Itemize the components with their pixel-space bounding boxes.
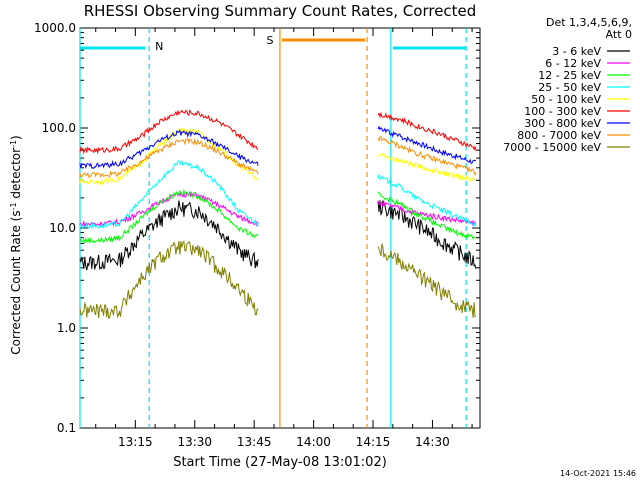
y-axis-label-end: ): [9, 135, 23, 140]
legend-label-7: 800 - 7000 keV: [517, 129, 601, 142]
legend-label-4: 50 - 100 keV: [531, 93, 601, 106]
y-tick-label: 10.0: [49, 221, 76, 235]
series-line-5: [79, 109, 477, 155]
legend-header-line2: Att 0: [606, 28, 632, 41]
series-line-6: [79, 125, 477, 170]
x-axis-label: Start Time (27-May-08 13:01:02): [173, 455, 387, 470]
night-flag-label: N: [155, 40, 163, 53]
legend-label-6: 300 - 800 keV: [524, 117, 601, 130]
series-line-4: [79, 126, 477, 186]
legend-header-line1: Det 1,3,4,5,6,9,: [546, 16, 632, 29]
x-tick-label: 13:45: [237, 435, 272, 449]
y-tick-label: 1000.0: [34, 21, 76, 35]
y-axis-label-part: Corrected Count Rate (s: [9, 210, 23, 354]
y-axis-label: Corrected Count Rate (s-1 detector-1): [9, 135, 24, 354]
svg-text:Corrected Count Rate (s-1 dete: Corrected Count Rate (s-1 detector-1): [9, 135, 24, 354]
legend-label-3: 25 - 50 keV: [538, 81, 601, 94]
legend-label-0: 3 - 6 keV: [552, 45, 601, 58]
series-line-3: [79, 159, 477, 230]
series-line-8: [79, 240, 477, 319]
legend-label-5: 100 - 300 keV: [524, 105, 601, 118]
y-axis-label-sup2: -1: [9, 140, 18, 148]
series-line-7: [79, 136, 477, 178]
x-tick-label: 13:30: [177, 435, 212, 449]
y-axis-label-mid: detector: [9, 148, 23, 203]
footer-timestamp: 14-Oct-2021 15:46: [560, 469, 636, 478]
legend-label-1: 6 - 12 keV: [545, 57, 601, 70]
y-tick-label: 0.1: [57, 421, 76, 435]
x-tick-label: 14:15: [356, 435, 391, 449]
series-line-1: [79, 190, 477, 229]
chart-title: RHESSI Observing Summary Count Rates, Co…: [84, 2, 477, 20]
legend-label-2: 12 - 25 keV: [538, 69, 601, 82]
y-tick-label: 100.0: [42, 121, 76, 135]
x-tick-label: 14:30: [415, 435, 450, 449]
legend-label-8: 7000 - 15000 keV: [503, 141, 601, 154]
series-line-2: [79, 188, 477, 244]
x-tick-label: 14:00: [296, 435, 331, 449]
saa-flag-label: S: [266, 34, 273, 47]
x-tick-label: 13:15: [118, 435, 153, 449]
y-tick-label: 1.0: [57, 321, 76, 335]
plot-area: 0.1 1.0 10.0 100.0 1000.0 13:15 13:30 13:45 14:0…: [34, 21, 481, 449]
y-axis-label-sup1: -1: [9, 202, 18, 210]
series-line-0: [79, 200, 477, 271]
